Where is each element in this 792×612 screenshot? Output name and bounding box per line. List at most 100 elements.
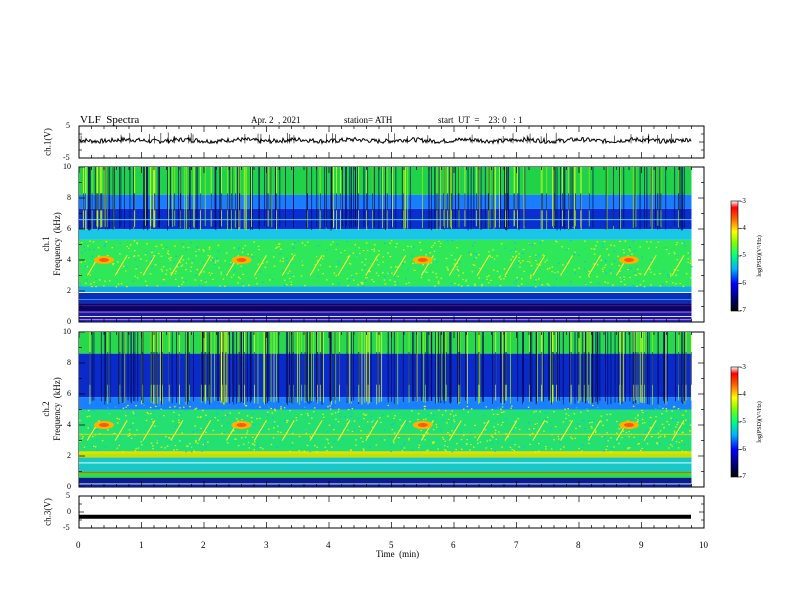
spectral-speckle [479,441,482,443]
spectral-speckle [517,285,520,287]
spectral-speckle [533,427,535,430]
spectral-speckle [422,434,424,436]
spectral-speckle [556,241,558,243]
spectral-speckle [175,255,177,257]
ch1-spectrogram-ylabel: ch.1 Frequency (kHz) [41,212,62,276]
spectral-speckle [162,247,164,250]
spectral-speckle [447,432,449,434]
spectral-speckle [538,254,540,256]
spectral-speckle [446,422,448,424]
spectral-speckle [466,443,468,445]
spectral-speckle [690,430,693,432]
whistler-streak [253,420,267,441]
spectral-speckle [466,405,469,408]
spectral-speckle [134,275,137,277]
spectral-speckle [531,432,534,435]
spectral-speckle [590,426,593,428]
spectral-speckle [380,438,382,440]
spectral-speckle [528,422,530,424]
spectral-speckle [118,418,120,420]
spectral-speckle [122,451,124,453]
spectral-speckle [173,411,175,413]
spectral-speckle [648,247,650,249]
spectral-speckle [333,429,335,431]
spectral-speckle [291,243,294,245]
spectral-speckle [396,282,399,285]
spectral-speckle [518,447,520,449]
spectral-speckle [656,442,658,445]
spectral-speckle [169,440,171,442]
spectral-speckle [89,274,91,276]
spectral-speckle [206,418,208,420]
spectral-speckle [278,243,281,245]
spectral-speckle [335,418,337,420]
spectral-speckle [670,417,673,419]
ch2-spec-ytick-label: 0 [67,482,71,491]
spectral-speckle [342,438,344,440]
spectral-speckle [408,281,410,284]
spectral-speckle [574,272,576,274]
ch1-waveform [78,132,692,145]
spectral-speckle [357,284,359,286]
spectral-speckle [331,446,333,448]
spectral-speckle [296,286,299,288]
spectral-speckle [317,269,320,271]
spectral-speckle [550,427,553,429]
spectral-speckle [262,281,264,283]
spectral-speckle [546,421,549,423]
spectral-speckle [539,281,542,284]
spectral-speckle [522,248,525,251]
spectral-speckle [681,440,683,442]
spectral-speckle [382,256,384,258]
spectral-speckle [610,448,613,450]
spectral-speckle [163,282,166,285]
spectral-speckle [436,261,438,263]
spectral-speckle [144,280,147,282]
spectral-speckle [305,432,308,435]
spectral-speckle [610,272,612,274]
spectral-speckle [146,243,148,245]
spectrogram-band [79,239,692,287]
spectral-speckle [523,446,525,448]
spectral-speckle [170,272,172,274]
spectral-speckle [505,433,507,435]
spectral-speckle [600,415,603,417]
spectral-speckle [106,254,109,257]
spectral-speckle [160,408,162,410]
spectral-speckle [597,282,600,285]
spectral-speckle [179,440,181,442]
spectral-speckle [150,259,152,262]
spectral-speckle [283,284,286,287]
whistler-streak [142,255,156,276]
spectral-speckle [145,252,148,254]
spectral-speckle [335,274,338,277]
whistler-streak [281,420,295,441]
spectral-speckle [616,432,618,434]
whistler-streak [393,420,407,441]
spectral-speckle [284,420,287,422]
spectral-speckle [79,419,81,421]
spectral-speckle [514,251,517,253]
spectral-speckle [435,276,438,278]
spectral-speckle [561,246,563,248]
whistler-streak [671,255,685,276]
spectral-speckle [639,449,642,452]
spectral-speckle [427,414,429,416]
spectral-speckle [519,262,522,264]
spectral-speckle [217,244,220,246]
spectral-speckle [125,415,127,417]
spectral-speckle [136,429,138,431]
whistler-streak [393,255,407,276]
spectral-speckle [683,444,686,446]
spectral-speckle [439,242,442,245]
spectral-speckle [602,450,605,452]
spectral-speckle [226,414,228,417]
spectral-speckle [637,414,639,416]
spectral-speckle [271,437,273,440]
spectral-speckle [627,448,629,450]
spectral-speckle [516,277,519,279]
spectral-speckle [488,251,490,253]
spectral-speckle [309,451,312,453]
spectral-speckle [259,447,262,449]
spectral-speckle [596,241,599,243]
